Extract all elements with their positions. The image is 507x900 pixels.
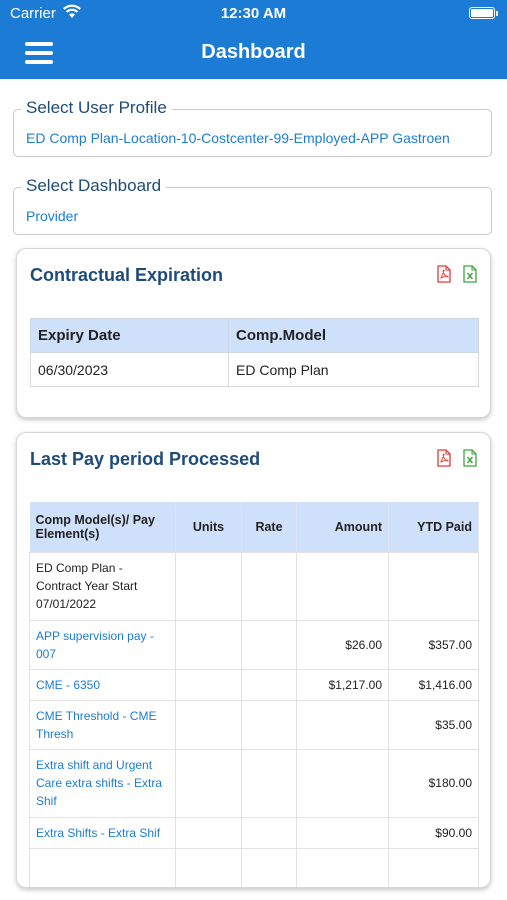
ytd-paid-cell [388,847,479,887]
table-row[interactable] [29,847,479,887]
page-title: Dashboard [201,41,306,63]
ytd-paid-cell: $357.00 [388,619,479,670]
nav-bar: Dashboard [0,28,507,79]
rate-cell [241,748,297,818]
pay-elements-table: Comp Model(s)/ Pay Element(s) Units Rate… [29,502,479,887]
amount-cell: $1,217.00 [296,668,389,701]
rate-cell [241,619,297,670]
comp-model-cell: ED Comp Plan [228,352,479,387]
hamburger-menu-icon[interactable] [25,42,53,64]
pay-element-name: ED Comp Plan - Contract Year Start 07/01… [29,551,176,621]
amount-cell [296,699,389,750]
units-cell [175,668,242,701]
pay-element-link[interactable]: APP supervision pay - 007 [29,619,176,670]
table-header-row: Expiry Date Comp.Model [30,318,479,353]
units-cell [175,551,242,621]
rate-cell [241,551,297,621]
last-pay-period-title: Last Pay period Processed [30,449,261,469]
table-row[interactable]: CME - 6350 $1,217.00 $1,416.00 [29,668,479,701]
status-bar: Carrier 12:30 AM [0,0,507,28]
contractual-expiration-card: Contractual Expiration Expiry Date Comp.… [16,248,491,418]
column-header-expiry-date: Expiry Date [30,318,229,353]
pay-element-link[interactable] [29,847,176,887]
pay-element-link[interactable]: Extra Shifts - Extra Shif [29,816,176,849]
table-row: ED Comp Plan - Contract Year Start 07/01… [29,551,479,621]
ytd-paid-cell: $90.00 [388,816,479,849]
wifi-icon [63,4,81,18]
table-row[interactable]: CME Threshold - CME Thresh $35.00 [29,699,479,750]
table-header-row: Comp Model(s)/ Pay Element(s) Units Rate… [29,502,479,552]
dashboard-select-label: Select Dashboard [21,176,167,196]
ytd-paid-cell: $180.00 [388,748,479,818]
amount-cell: $26.00 [296,619,389,670]
user-profile-label: Select User Profile [21,98,172,118]
column-header-amount: Amount [296,502,389,552]
amount-cell [296,816,389,849]
battery-tip [496,11,498,16]
table-row[interactable]: Extra shift and Urgent Care extra shifts… [29,748,479,818]
column-header-comp-model: Comp Model(s)/ Pay Element(s) [29,502,176,552]
contractual-expiration-table: Expiry Date Comp.Model 06/30/2023 ED Com… [30,318,479,387]
rate-cell [241,816,297,849]
column-header-ytd-paid: YTD Paid [388,502,479,552]
ytd-paid-cell [388,551,479,621]
dashboard-select[interactable]: Select Dashboard Provider [13,176,492,235]
units-cell [175,847,242,887]
units-cell [175,816,242,849]
rate-cell [241,668,297,701]
rate-cell [241,847,297,887]
rate-cell [241,699,297,750]
units-cell [175,619,242,670]
battery-icon [469,7,495,19]
ytd-paid-cell: $1,416.00 [388,668,479,701]
contractual-expiration-title: Contractual Expiration [30,265,224,285]
pdf-icon[interactable] [437,265,451,283]
ytd-paid-cell: $35.00 [388,699,479,750]
user-profile-value: ED Comp Plan-Location-10-Costcenter-99-E… [26,130,450,146]
amount-cell [296,551,389,621]
pay-element-link[interactable]: Extra shift and Urgent Care extra shifts… [29,748,176,818]
units-cell [175,748,242,818]
expiry-date-cell: 06/30/2023 [30,352,229,387]
clock: 12:30 AM [220,5,287,22]
units-cell [175,699,242,750]
column-header-comp-model: Comp.Model [228,318,479,353]
pay-element-link[interactable]: CME - 6350 [29,668,176,701]
amount-cell [296,847,389,887]
column-header-rate: Rate [241,502,297,552]
table-row[interactable]: APP supervision pay - 007 $26.00 $357.00 [29,619,479,670]
user-profile-select[interactable]: Select User Profile ED Comp Plan-Locatio… [13,98,492,157]
excel-icon[interactable] [463,265,477,283]
table-row[interactable]: Extra Shifts - Extra Shif $90.00 [29,816,479,849]
table-row: 06/30/2023 ED Comp Plan [30,352,479,387]
column-header-units: Units [175,502,242,552]
last-pay-period-card: Last Pay period Processed Comp Model(s)/… [16,432,491,888]
pay-element-link[interactable]: CME Threshold - CME Thresh [29,699,176,750]
pdf-icon[interactable] [437,449,451,467]
carrier-label: Carrier [10,5,56,22]
amount-cell [296,748,389,818]
excel-icon[interactable] [463,449,477,467]
dashboard-select-value: Provider [26,208,79,224]
